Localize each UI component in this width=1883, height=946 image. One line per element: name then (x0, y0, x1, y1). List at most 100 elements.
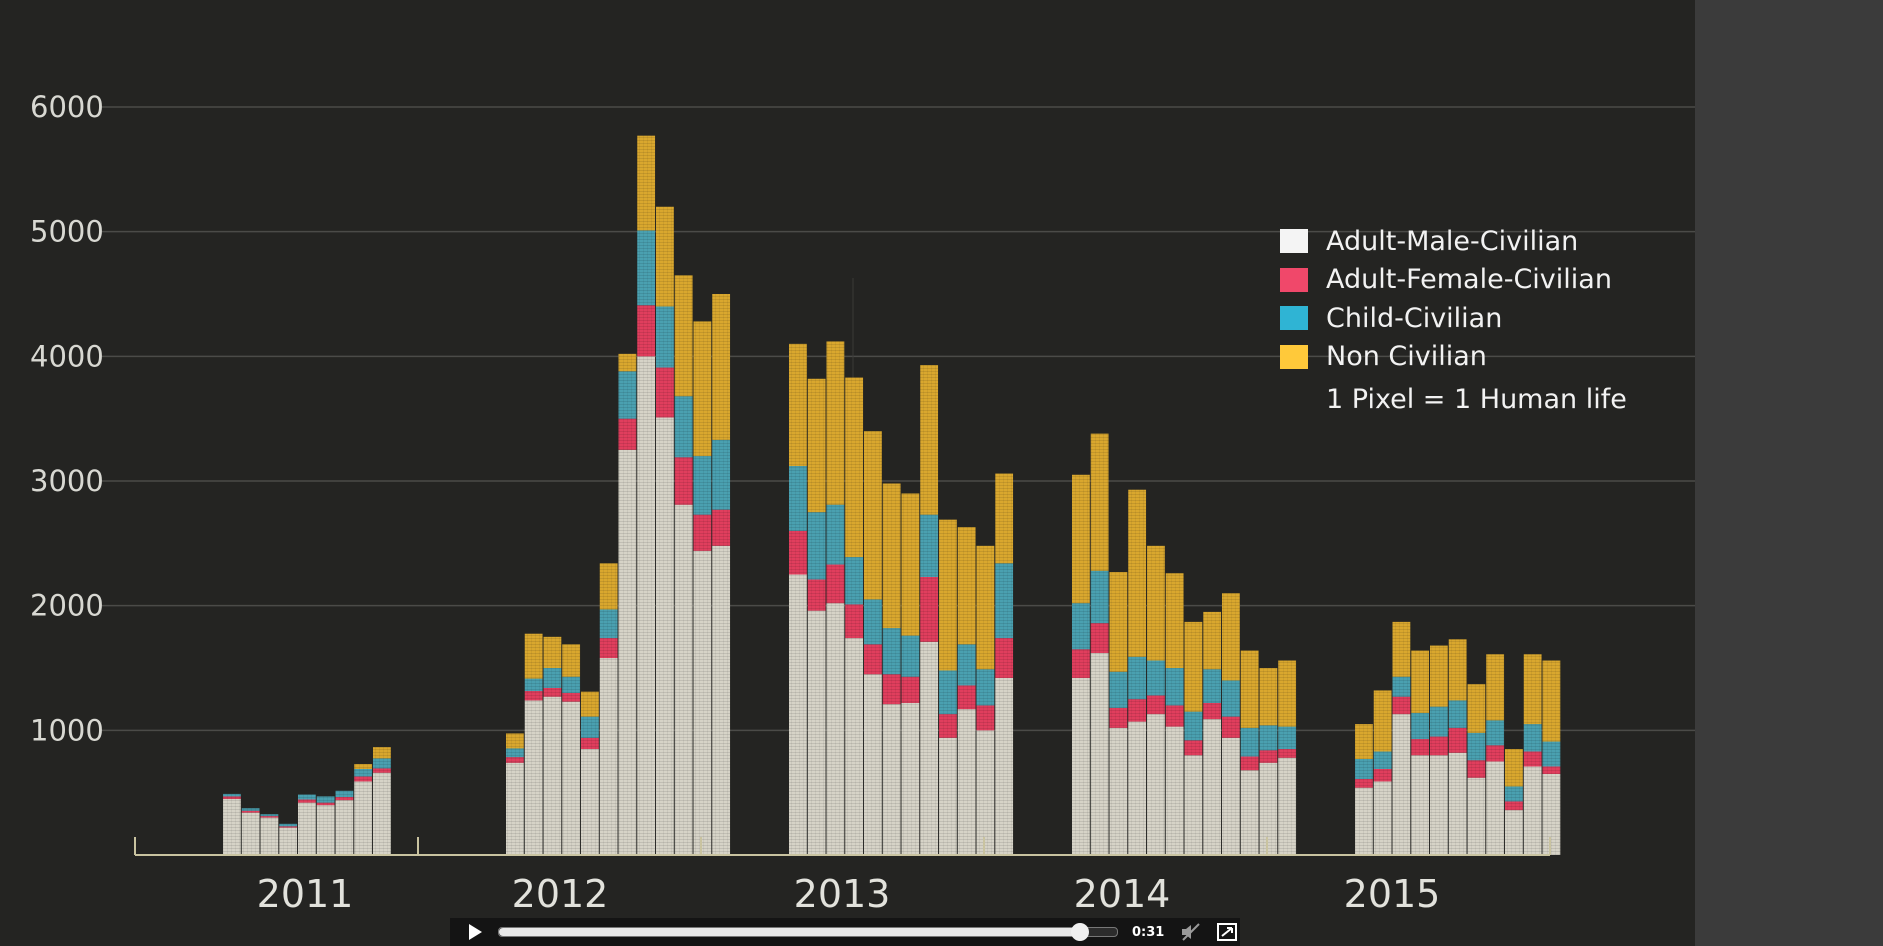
fullscreen-button[interactable] (1214, 921, 1240, 943)
bar-segment-child-civilian (1128, 656, 1147, 700)
legend: Adult-Male-Civilian Adult-Female-Civilia… (1280, 222, 1627, 422)
video-player-controls: 0:31 (450, 918, 1240, 946)
bar-segment-child-civilian (1203, 669, 1222, 703)
bar-segment-child-civilian (223, 793, 241, 797)
bar-segment-adult-male-civilian (637, 356, 656, 855)
bar-segment-non-civilian (543, 636, 562, 668)
fullscreen-icon (1217, 923, 1237, 941)
bar-segment-child-civilian (656, 306, 674, 368)
bar-segment-non-civilian (354, 763, 373, 769)
bar-segment-child-civilian (1467, 732, 1486, 761)
bar-segment-non-civilian (1147, 545, 1165, 661)
bar-segment-child-civilian (1411, 712, 1430, 740)
bar-segment-adult-female-civilian (939, 714, 957, 738)
bar-segment-child-civilian (712, 439, 731, 510)
bar-segment-non-civilian (1240, 650, 1259, 728)
bar-segment-non-civilian (845, 377, 864, 558)
bar-segment-adult-male-civilian (864, 674, 882, 855)
bar-segment-non-civilian (976, 545, 995, 670)
bar-segment-child-civilian (260, 814, 279, 817)
bar-segment-adult-male-civilian (1109, 727, 1128, 855)
bar-segment-adult-female-civilian (543, 687, 562, 697)
legend-label: Child-Civilian (1326, 302, 1503, 334)
legend-label: Adult-Female-Civilian (1326, 264, 1612, 296)
bar-segment-non-civilian (618, 353, 637, 372)
bar-segment-non-civilian (939, 519, 957, 671)
bar-segment-adult-male-civilian (845, 638, 864, 855)
bar-segment-non-civilian (826, 341, 845, 505)
bar-segment-adult-female-civilian (920, 576, 939, 642)
bar-segment-adult-female-civilian (1165, 705, 1184, 727)
bar-segment-non-civilian (1128, 489, 1147, 657)
bar-segment-adult-female-civilian (1072, 649, 1090, 678)
bar-segment-adult-female-civilian (1467, 760, 1486, 778)
bar-segment-adult-male-civilian (712, 545, 731, 855)
bar-segment-child-civilian (1392, 676, 1411, 697)
bar-segment-child-civilian (373, 758, 391, 769)
bar-segment-adult-female-civilian (1109, 707, 1128, 728)
bar-segment-child-civilian (1090, 570, 1109, 624)
bar-segment-non-civilian (599, 563, 618, 610)
bar-segment-child-civilian (976, 669, 995, 706)
bar-segment-adult-male-civilian (260, 817, 279, 855)
bar-segment-adult-female-civilian (826, 564, 845, 604)
bar-segment-adult-male-civilian (279, 827, 298, 855)
bar-segment-adult-male-civilian (674, 504, 693, 855)
bar-segment-adult-female-civilian (373, 768, 391, 773)
bar-segment-child-civilian (864, 599, 882, 645)
bar-segment-child-civilian (599, 609, 618, 639)
bar-segment-child-civilian (920, 514, 939, 577)
bar-segment-non-civilian (1184, 621, 1203, 712)
seek-bar-progress (499, 928, 1080, 936)
bar-segment-adult-male-civilian (1278, 757, 1297, 855)
bar-segment-adult-male-civilian (1184, 755, 1203, 855)
seek-bar[interactable] (498, 923, 1118, 941)
bar-segment-adult-male-civilian (1486, 761, 1505, 855)
bar-segment-non-civilian (1542, 660, 1561, 742)
mute-button[interactable] (1178, 921, 1204, 943)
seek-handle[interactable] (1070, 923, 1089, 941)
legend-swatch (1280, 306, 1308, 331)
y-tick-label: 5000 (30, 215, 104, 249)
bar-segment-non-civilian (506, 733, 524, 749)
bar-segment-child-civilian (957, 644, 976, 686)
x-tick-label: 2012 (512, 872, 609, 916)
bar-segment-non-civilian (524, 633, 543, 679)
bar-segment-child-civilian (807, 512, 826, 580)
bar-segment-non-civilian (1222, 593, 1240, 681)
bar-segment-child-civilian (882, 628, 901, 675)
bar-segment-child-civilian (1109, 671, 1128, 708)
bar-segment-child-civilian (1486, 720, 1505, 746)
bar-segment-adult-male-civilian (976, 730, 995, 855)
bar-segment-non-civilian (1448, 639, 1467, 701)
legend-swatch (1280, 344, 1308, 369)
bar-segment-non-civilian (957, 527, 976, 645)
bar-segment-non-civilian (562, 644, 581, 677)
bar-segment-non-civilian (1523, 654, 1542, 725)
bar-segment-adult-female-civilian (562, 692, 581, 702)
bar-segment-adult-female-civilian (1203, 702, 1222, 720)
legend-note: 1 Pixel = 1 Human life (1326, 383, 1627, 415)
bar-segment-adult-female-civilian (1448, 727, 1467, 753)
legend-item-adult-male: Adult-Male-Civilian (1280, 222, 1627, 261)
time-display: 0:31 (1132, 924, 1165, 940)
chart-canvas: 1000 2000 3000 4000 5000 6000 2011 2012 2013 201… (30, 90, 1695, 916)
bar-segment-adult-female-civilian (693, 514, 712, 551)
play-button[interactable] (462, 919, 488, 945)
bar-segment-child-civilian (241, 808, 260, 811)
bar-segment-adult-female-civilian (298, 799, 316, 803)
bar-segment-child-civilian (581, 716, 599, 738)
bar-segment-non-civilian (882, 483, 901, 629)
bar-segment-adult-female-civilian (1392, 696, 1411, 715)
bar-segment-child-civilian (845, 557, 864, 605)
bar-segment-adult-female-civilian (1430, 736, 1448, 756)
bar-segment-non-civilian (1165, 573, 1184, 668)
x-tick-label: 2014 (1074, 872, 1171, 916)
bar-segment-adult-female-civilian (1090, 623, 1109, 654)
bar-segment-adult-female-civilian (901, 676, 920, 703)
bar-segment-adult-female-civilian (789, 530, 807, 575)
bar-segment-child-civilian (1278, 726, 1297, 750)
bar-segment-child-civilian (995, 563, 1014, 639)
bar-segment-child-civilian (693, 456, 712, 515)
bar-segment-adult-female-civilian (599, 638, 618, 659)
